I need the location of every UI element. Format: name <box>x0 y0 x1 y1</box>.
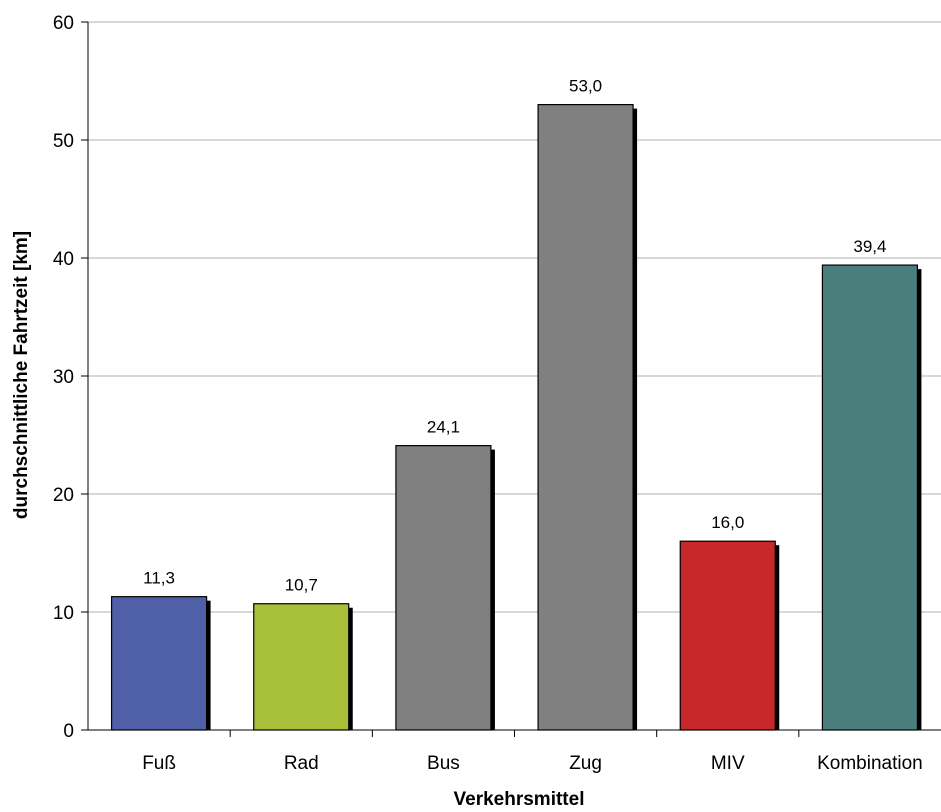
bar-2 <box>253 603 350 731</box>
x-category-label: Bus <box>427 753 460 774</box>
y-axis-title: durchschnittliche Fahrtzeit [km] <box>11 231 32 519</box>
data-label: 11,3 <box>143 569 175 588</box>
x-category-label: MIV <box>711 753 745 774</box>
gridlines <box>88 21 941 613</box>
bar-3 <box>395 445 492 731</box>
x-category-label: Rad <box>284 753 319 774</box>
data-label: 10,7 <box>285 576 318 595</box>
bar-5 <box>679 540 776 731</box>
data-label: 53,0 <box>569 77 602 96</box>
x-category-label: Zug <box>569 753 602 774</box>
bar-1 <box>110 596 208 731</box>
x-axis-labels: Fuß Rad Bus Zug MIV Kombination <box>142 753 923 774</box>
y-tick-label: 40 <box>53 249 74 270</box>
x-category-label: Fuß <box>142 753 176 774</box>
data-label: 39,4 <box>853 237 886 256</box>
axes <box>87 22 941 737</box>
y-tick-label: 10 <box>53 603 74 624</box>
bar-6 <box>821 264 919 731</box>
data-label: 24,1 <box>427 418 460 437</box>
x-axis-title: Verkehrsmittel <box>454 789 585 810</box>
bars <box>110 103 922 731</box>
data-labels: 11,3 10,7 24,1 53,0 16,0 39,4 <box>143 77 886 595</box>
y-axis-ticks: 0 10 20 30 40 50 60 <box>53 13 88 742</box>
y-tick-label: 50 <box>53 131 74 152</box>
y-tick-label: 0 <box>63 721 74 742</box>
x-category-label: Kombination <box>817 753 923 774</box>
data-label: 16,0 <box>711 513 744 532</box>
y-tick-label: 30 <box>53 367 74 388</box>
bar-4 <box>537 103 634 731</box>
y-tick-label: 20 <box>53 485 74 506</box>
y-tick-label: 60 <box>53 13 74 34</box>
